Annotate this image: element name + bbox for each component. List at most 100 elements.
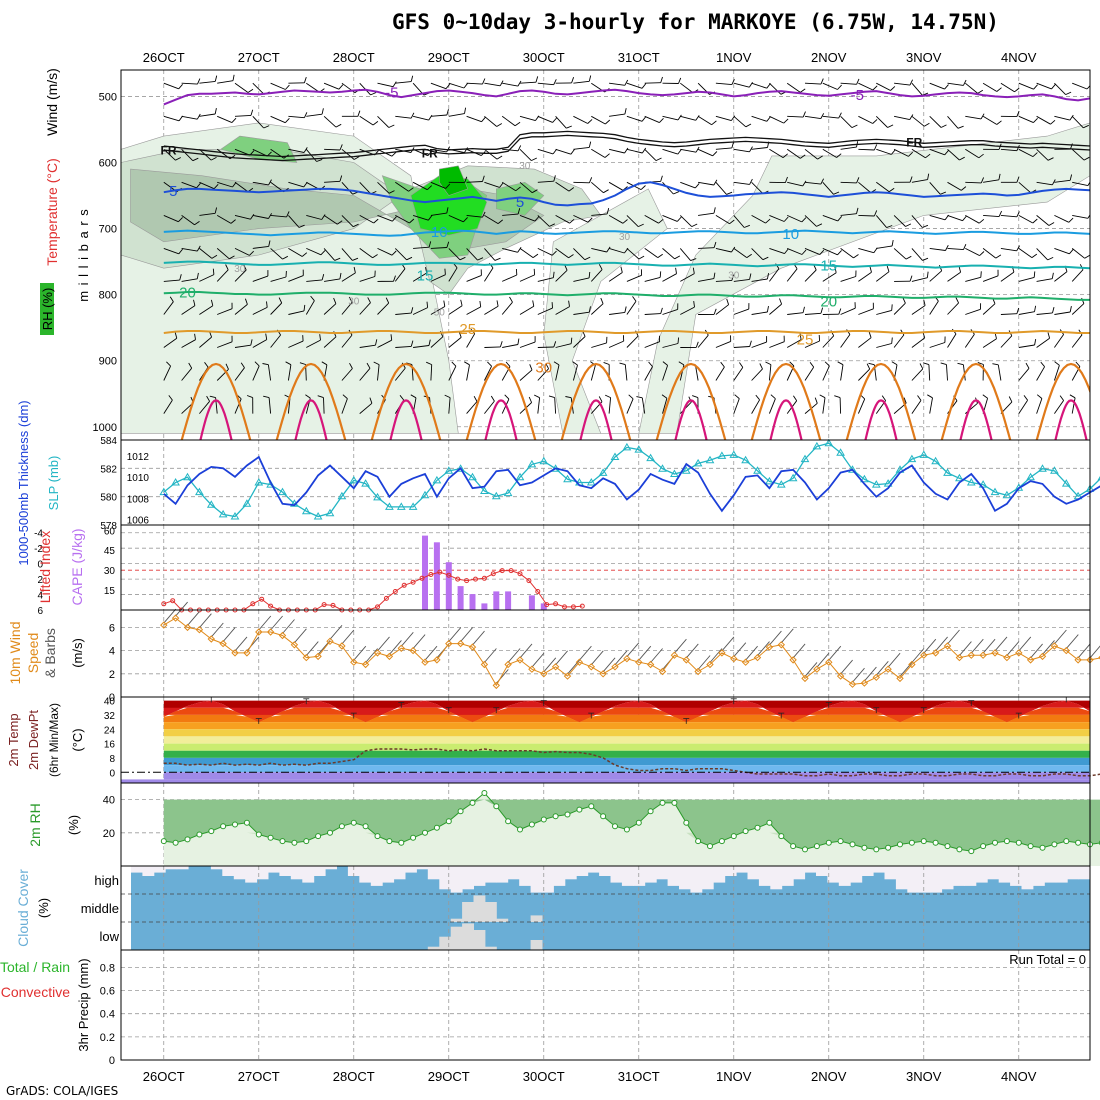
wind-barb-flag: [333, 297, 337, 304]
wind10-barb: [757, 641, 770, 656]
wind-barb-flag: [372, 254, 378, 259]
wind-barb-flag: [587, 119, 593, 124]
wind-barb-flag: [517, 247, 522, 253]
wind-barb: [323, 82, 340, 90]
wind-barb: [1072, 214, 1088, 219]
wind-barb: [1054, 311, 1071, 315]
wind10-marker: [1074, 656, 1082, 664]
wind-barb: [448, 365, 457, 381]
cloud-clear-cell: [576, 866, 589, 876]
wind-barb-flag: [588, 75, 592, 82]
wind-barb: [217, 181, 233, 188]
wind-barb: [965, 276, 981, 282]
wind-barb: [466, 333, 476, 348]
wind10-marker: [789, 656, 797, 664]
wind-barb: [680, 181, 696, 189]
wind-barb-flag: [837, 216, 843, 222]
wind-barb: [858, 82, 874, 91]
wind-barb: [822, 82, 838, 90]
wind-barb: [573, 214, 589, 223]
wind10-marker: [967, 651, 976, 659]
cloud-clear-cell: [405, 866, 417, 873]
wind-barb: [804, 269, 817, 282]
wind-barb: [947, 302, 959, 315]
slp-marker: [634, 445, 644, 453]
wind-barb: [537, 215, 550, 227]
wind-barb-flag: [779, 298, 783, 305]
isotherm-25: [163, 329, 1090, 334]
wind10-barb: [1077, 643, 1091, 659]
wind-barb-flag: [886, 225, 893, 229]
wind10-barb: [199, 613, 212, 628]
wind-barb: [911, 337, 925, 348]
wind-barb-flag: [425, 267, 428, 274]
li-tick-label: 6: [37, 606, 43, 617]
temp-label-3: (6hr Min/Max): [47, 703, 61, 777]
wind-barb-flag: [166, 361, 171, 367]
wind-barb-flag: [1059, 395, 1064, 401]
rh2m-marker: [267, 834, 274, 841]
wind-barb-flag: [375, 339, 378, 346]
wind-barb-flag: [178, 217, 183, 223]
rh2m-marker: [944, 843, 951, 850]
wind-barb-flag: [891, 149, 896, 155]
wind-barb: [466, 214, 483, 218]
slp-marker: [1061, 479, 1071, 487]
wind-barb-flag: [927, 173, 930, 180]
wind-barb: [573, 277, 590, 282]
wind-barb-flag: [588, 141, 592, 148]
cloud-axis-label: Cloud Cover: [15, 869, 31, 947]
wind-barb-flag: [640, 185, 646, 190]
wind-barb: [1036, 148, 1049, 161]
wind-barb-flag: [1048, 222, 1055, 226]
rh2m-marker: [350, 819, 357, 826]
wind-barb: [662, 248, 675, 260]
wind-barb: [1018, 181, 1032, 194]
wind-barb-flag: [517, 80, 522, 87]
wind10-marker: [207, 635, 216, 643]
wind-barb-flag: [317, 395, 324, 399]
wind-barb-flag: [762, 256, 769, 261]
wind10-marker: [884, 665, 892, 673]
wind-barb-flag: [800, 154, 806, 159]
wind-tick-label: 0: [109, 692, 115, 704]
wind-barb: [928, 364, 931, 381]
slp-tick-label: 1008: [127, 494, 150, 505]
wind-barb: [519, 214, 536, 222]
wind-barb-flag: [406, 256, 413, 261]
wind-barb-flag: [638, 255, 645, 260]
wind-barb: [502, 213, 519, 216]
cloud-clear-cell: [587, 866, 600, 873]
wind-barb: [466, 82, 483, 85]
wind-barb-flag: [749, 178, 753, 185]
wind-barb: [537, 277, 554, 282]
wind-barb-flag: [1033, 117, 1038, 123]
lifted-index-marker: [170, 598, 176, 604]
contour-label: FR: [161, 143, 177, 157]
rh2m-marker: [873, 846, 880, 853]
wind10-barb: [959, 641, 972, 656]
rh2m-marker: [433, 824, 440, 831]
wind-barb: [323, 336, 337, 348]
wind-barb: [430, 82, 447, 90]
wind10-barb: [377, 636, 390, 652]
wind-barb: [1054, 247, 1070, 255]
wind-barb-flag: [620, 266, 623, 273]
wind-barb: [858, 271, 872, 282]
wind10-marker: [445, 639, 453, 648]
wind-barb-flag: [693, 301, 695, 308]
wind-barb-flag: [995, 254, 1002, 259]
wind-barb: [341, 334, 353, 348]
wind-barb: [395, 345, 412, 348]
contour-label: 25: [459, 321, 476, 338]
lifted-index-marker: [544, 602, 550, 608]
rh2m-marker: [707, 843, 713, 850]
wind-barb-flag: [1016, 110, 1020, 117]
wind-barb: [804, 215, 817, 227]
wind10-marker: [599, 670, 607, 678]
wind-barb-flag: [565, 396, 572, 399]
wind-barb: [697, 334, 709, 348]
